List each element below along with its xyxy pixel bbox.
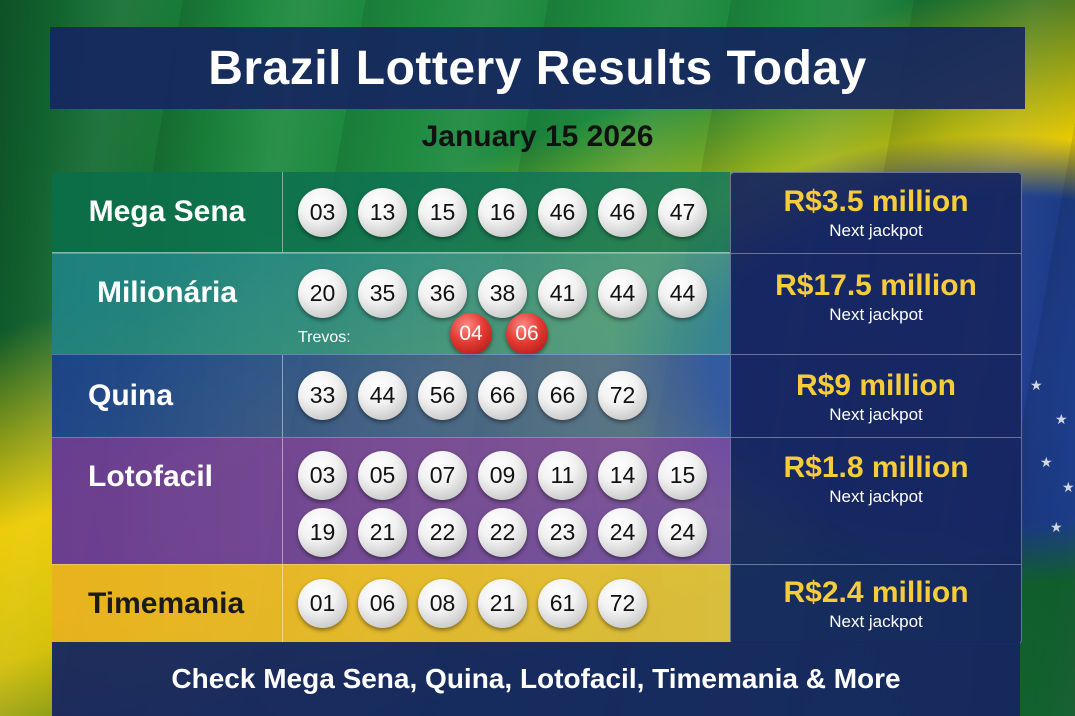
jackpot-column: R$3.5 million Next jackpot R$17.5 millio…: [730, 172, 1022, 644]
number-balls: 20 35 36 38 41 44 44: [298, 269, 707, 318]
jackpot-amount: R$3.5 million: [783, 185, 969, 218]
number-ball: 01: [298, 579, 347, 628]
trevo-ball: 06: [506, 313, 548, 355]
number-ball: 46: [538, 188, 587, 237]
number-ball: 35: [358, 269, 407, 318]
jackpot-amount: R$9 million: [795, 369, 957, 402]
results-date: January 15 2026: [421, 120, 654, 153]
number-ball: 21: [478, 579, 527, 628]
lottery-row-quina: Quina 33 44 56 66 66 72: [52, 354, 730, 438]
number-ball: 44: [358, 371, 407, 420]
number-ball: 24: [658, 508, 707, 557]
footer-banner: Check Mega Sena, Quina, Lotofacil, Timem…: [52, 642, 1020, 716]
trevo-ball: 04: [450, 313, 492, 355]
number-ball: 03: [298, 188, 347, 237]
number-ball: 66: [538, 371, 587, 420]
number-ball: 05: [358, 451, 407, 500]
number-ball: 19: [298, 508, 347, 557]
number-ball: 23: [538, 508, 587, 557]
number-ball: 72: [598, 579, 647, 628]
lottery-row-milionaria: Milionária 20 35 36 38 41 44 44 Trevos: …: [52, 253, 730, 355]
number-ball: 72: [598, 371, 647, 420]
lottery-row-timemania: Timemania 01 06 08 21 61 72: [52, 564, 730, 643]
title-banner: Brazil Lottery Results Today: [50, 27, 1025, 109]
lottery-row-lotofacil: Lotofacil 03 05 07 09 11 14 15 19 21 22 …: [52, 437, 730, 565]
jackpot-mega-sena: R$3.5 million Next jackpot: [731, 185, 1021, 254]
lottery-name: Quina: [52, 355, 283, 437]
number-ball: 22: [418, 508, 467, 557]
lottery-name: Timemania: [52, 565, 283, 643]
jackpot-label: Next jackpot: [829, 221, 923, 240]
jackpot-label: Next jackpot: [829, 612, 923, 631]
number-ball: 41: [538, 269, 587, 318]
number-ball: 44: [658, 269, 707, 318]
number-ball: 22: [478, 508, 527, 557]
lottery-name: Mega Sena: [52, 172, 283, 252]
number-balls: 33 44 56 66 66 72: [298, 371, 647, 420]
number-ball: 21: [358, 508, 407, 557]
lottery-row-mega-sena: Mega Sena 03 13 15 16 46 46 47: [52, 172, 730, 253]
jackpot-amount: R$1.8 million: [783, 451, 969, 484]
jackpot-amount: R$2.4 million: [783, 576, 969, 609]
date-strip: January 15 2026: [50, 109, 1025, 165]
number-ball: 24: [598, 508, 647, 557]
number-ball: 15: [418, 188, 467, 237]
number-ball: 44: [598, 269, 647, 318]
number-balls: 01 06 08 21 61 72: [298, 579, 647, 628]
number-balls-row-1: 03 05 07 09 11 14 15: [298, 451, 707, 500]
number-ball: 46: [598, 188, 647, 237]
number-balls: 03 13 15 16 46 46 47: [298, 188, 707, 237]
number-ball: 14: [598, 451, 647, 500]
lottery-name: Milionária: [96, 276, 238, 309]
trevo-balls: 04 06: [450, 313, 548, 355]
number-ball: 09: [478, 451, 527, 500]
number-ball: 11: [538, 451, 587, 500]
jackpot-timemania: R$2.4 million Next jackpot: [731, 576, 1021, 642]
results-board: Mega Sena 03 13 15 16 46 46 47 Milionári…: [52, 172, 1022, 644]
number-ball: 66: [478, 371, 527, 420]
trevos-label: Trevos:: [298, 329, 351, 346]
page-title: Brazil Lottery Results Today: [208, 41, 867, 95]
footer-text: Check Mega Sena, Quina, Lotofacil, Timem…: [171, 663, 901, 694]
lottery-name: Lotofacil: [52, 438, 283, 564]
number-ball: 61: [538, 579, 587, 628]
number-balls-row-2: 19 21 22 22 23 24 24: [298, 508, 707, 557]
jackpot-milionaria: R$17.5 million Next jackpot: [731, 269, 1021, 355]
number-ball: 38: [478, 269, 527, 318]
number-ball: 56: [418, 371, 467, 420]
number-ball: 33: [298, 371, 347, 420]
number-ball: 13: [358, 188, 407, 237]
jackpot-lotofacil: R$1.8 million Next jackpot: [731, 451, 1021, 565]
number-ball: 15: [658, 451, 707, 500]
jackpot-amount: R$17.5 million: [775, 269, 977, 302]
number-ball: 36: [418, 269, 467, 318]
number-ball: 07: [418, 451, 467, 500]
jackpot-label: Next jackpot: [829, 405, 923, 424]
number-ball: 16: [478, 188, 527, 237]
jackpot-quina: R$9 million Next jackpot: [731, 369, 1021, 438]
number-ball: 20: [298, 269, 347, 318]
number-ball: 06: [358, 579, 407, 628]
jackpot-label: Next jackpot: [829, 487, 923, 506]
number-ball: 47: [658, 188, 707, 237]
number-ball: 08: [418, 579, 467, 628]
jackpot-label: Next jackpot: [829, 305, 923, 324]
number-ball: 03: [298, 451, 347, 500]
